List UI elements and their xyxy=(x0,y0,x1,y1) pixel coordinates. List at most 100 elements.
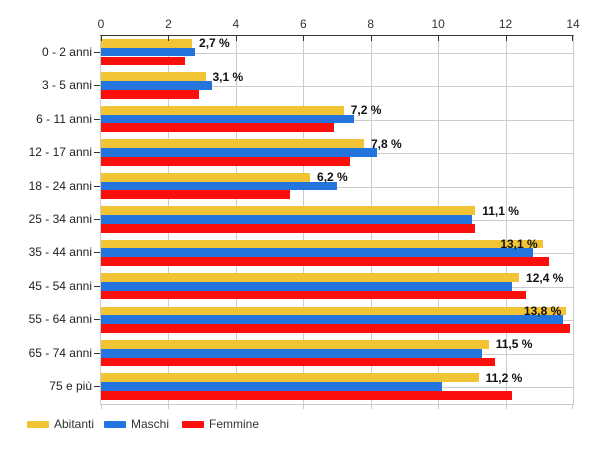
bar-maschi xyxy=(101,181,337,191)
bar-femmine xyxy=(101,357,496,367)
gridline-horizontal xyxy=(101,86,573,88)
y-category-label: 75 e più xyxy=(49,379,92,394)
bar-femmine xyxy=(101,190,290,200)
gridline-horizontal xyxy=(101,186,573,188)
x-tick-label: 10 xyxy=(431,17,445,31)
x-axis-tick xyxy=(438,35,440,41)
value-label: 7,8 % xyxy=(370,136,402,151)
x-tick-label: 0 xyxy=(97,17,105,31)
bar-maschi xyxy=(101,382,442,392)
y-axis-tick xyxy=(94,319,100,321)
y-axis-tick xyxy=(94,285,100,287)
bar-maschi xyxy=(101,47,196,57)
x-axis-bottom-tick xyxy=(438,405,440,409)
x-axis-tick xyxy=(168,35,170,41)
bar-femmine xyxy=(101,290,526,300)
x-tick-label: 14 xyxy=(566,17,580,31)
y-axis-tick xyxy=(94,219,100,220)
y-category-label: 6 - 11 anni xyxy=(36,111,92,126)
value-label: 6,2 % xyxy=(317,170,348,185)
bar-femmine xyxy=(101,56,186,66)
y-category-label: 45 - 54 anni xyxy=(28,278,92,293)
y-category-label: 65 - 74 anni xyxy=(28,345,92,360)
bar-femmine xyxy=(101,324,570,333)
bar-abitanti xyxy=(101,206,476,215)
legend-label-abitanti: Abitanti xyxy=(54,417,95,431)
x-axis-bottom-tick xyxy=(505,405,507,409)
legend-item-maschi: Maschi xyxy=(104,416,169,432)
y-category-label: 3 - 5 anni xyxy=(41,78,92,93)
bar-maschi xyxy=(101,315,563,325)
x-tick-label: 2 xyxy=(165,17,172,31)
legend-swatch-femmine xyxy=(182,420,204,428)
x-axis-tick xyxy=(303,35,305,41)
x-axis-bottom-tick xyxy=(101,405,102,409)
bar-abitanti xyxy=(101,339,489,349)
x-axis-bottom-tick xyxy=(168,405,170,409)
bar-maschi xyxy=(101,281,513,291)
y-category-label: 55 - 64 anni xyxy=(28,312,92,327)
x-axis-tick xyxy=(370,35,372,41)
bar-abitanti xyxy=(101,105,344,115)
y-axis-tick xyxy=(94,51,100,53)
x-axis-tick xyxy=(572,35,573,41)
value-label: 13,8 % xyxy=(523,304,562,319)
bar-femmine xyxy=(101,123,334,133)
x-axis-bottom-tick xyxy=(303,405,305,409)
y-axis-tick xyxy=(94,85,100,87)
x-tick-label: 12 xyxy=(498,17,513,31)
bar-maschi xyxy=(101,81,213,90)
value-label: 7,2 % xyxy=(350,103,382,118)
x-axis-bottom-tick xyxy=(370,405,372,409)
bar-femmine xyxy=(101,391,513,400)
bar-femmine xyxy=(101,257,550,267)
legend-item-femmine: Femmine xyxy=(182,416,259,432)
legend-label-maschi: Maschi xyxy=(131,417,170,431)
bar-abitanti xyxy=(101,139,364,149)
value-label: 2,7 % xyxy=(199,36,230,51)
bar-abitanti xyxy=(101,38,193,48)
bar-maschi xyxy=(101,214,472,224)
y-axis-tick xyxy=(94,152,100,154)
plot-area: 0 2 4 6 8 10 12 14 2,7 % 3,1 % 7,2 % 7,8 % 6,2 % 11,1… xyxy=(98,17,580,409)
legend: Abitanti Maschi Femmine xyxy=(0,416,600,432)
y-category-label: 18 - 24 anni xyxy=(28,178,92,193)
x-tick-label: 8 xyxy=(367,17,375,31)
x-axis-tick xyxy=(505,35,507,41)
y-axis-tick xyxy=(94,252,100,254)
value-label: 12,4 % xyxy=(526,270,564,285)
bar-maschi xyxy=(101,348,482,358)
y-axis-tick xyxy=(94,352,100,354)
bar-femmine xyxy=(101,156,351,166)
gridline-horizontal xyxy=(101,52,573,54)
legend-swatch-maschi xyxy=(104,420,126,428)
x-axis-bottom-tick xyxy=(235,405,237,409)
y-category-label: 0 - 2 anni xyxy=(41,44,92,59)
y-axis-tick xyxy=(94,118,100,120)
bar-abitanti xyxy=(101,373,479,383)
bar-maschi xyxy=(101,114,354,124)
bar-abitanti xyxy=(101,273,520,282)
bar-maschi xyxy=(101,248,533,258)
value-label: 11,1 % xyxy=(482,203,519,218)
y-category-label: 35 - 44 anni xyxy=(28,245,92,260)
bar-abitanti xyxy=(101,306,567,316)
y-category-label: 25 - 34 anni xyxy=(28,212,92,226)
x-tick-label: 6 xyxy=(299,17,307,31)
legend-item-abitanti: Abitanti xyxy=(27,416,94,432)
bar-abitanti xyxy=(101,239,543,249)
legend-label-femmine: Femmine xyxy=(209,417,260,431)
x-axis-tick xyxy=(235,35,237,41)
x-axis-tick xyxy=(101,35,102,41)
bar-femmine xyxy=(101,89,199,99)
bar-abitanti xyxy=(101,172,311,182)
x-tick-label: 4 xyxy=(232,17,240,31)
x-axis-bottom-tick xyxy=(572,405,573,409)
bar-maschi xyxy=(101,148,378,157)
value-label: 3,1 % xyxy=(212,69,244,84)
value-label: 11,5 % xyxy=(495,337,533,352)
y-category-label: 12 - 17 anni xyxy=(28,145,92,160)
bar-femmine xyxy=(101,223,476,233)
value-label: 11,2 % xyxy=(485,370,523,385)
